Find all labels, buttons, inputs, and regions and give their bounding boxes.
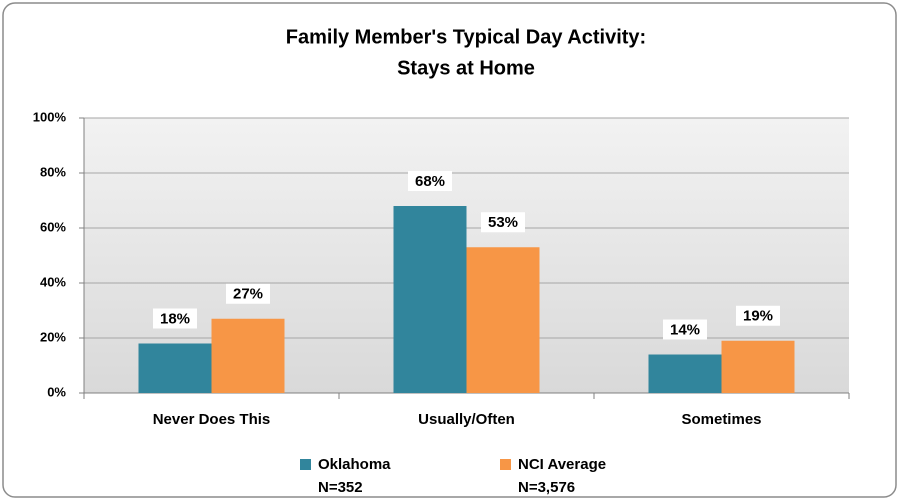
- value-label: 68%: [415, 173, 445, 190]
- value-label-bg: [226, 283, 270, 304]
- value-label-bg: [736, 305, 780, 326]
- value-label: 14%: [670, 321, 700, 338]
- legend-label: Oklahoma: [318, 456, 391, 473]
- legend-note: N=3,576: [518, 479, 575, 496]
- value-label: 18%: [160, 310, 190, 327]
- chart-subtitle: Stays at Home: [397, 57, 535, 79]
- value-label-bg: [663, 319, 707, 340]
- legend-swatch: [300, 459, 311, 470]
- y-tick-label: 20%: [40, 329, 66, 344]
- bar: [211, 318, 285, 393]
- x-tick-label: Never Does This: [153, 411, 271, 428]
- value-label: 27%: [233, 286, 263, 303]
- legend-swatch: [500, 459, 511, 470]
- value-label: 53%: [488, 214, 518, 231]
- value-label: 19%: [743, 308, 773, 325]
- legend-label: NCI Average: [518, 456, 606, 473]
- value-label-bg: [481, 212, 525, 233]
- value-label-bg: [408, 171, 452, 191]
- y-tick-label: 80%: [40, 164, 66, 179]
- legend-note: N=352: [318, 479, 363, 496]
- y-tick-label: 40%: [40, 274, 66, 289]
- y-tick-label: 0%: [47, 384, 66, 399]
- value-label-bg: [153, 308, 197, 329]
- x-tick-label: Usually/Often: [418, 411, 515, 428]
- y-tick-label: 60%: [40, 219, 66, 234]
- y-tick-label: 100%: [33, 109, 67, 124]
- x-tick-label: Sometimes: [681, 411, 761, 428]
- bar: [721, 340, 795, 393]
- bar: [466, 247, 540, 393]
- bar: [393, 206, 467, 393]
- chart-title: Family Member's Typical Day Activity:: [286, 26, 646, 48]
- bar: [648, 354, 722, 393]
- bar: [138, 343, 212, 393]
